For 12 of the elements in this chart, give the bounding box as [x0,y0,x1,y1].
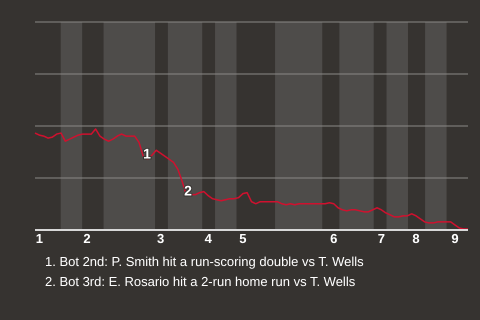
x-tick-label: 5 [239,231,246,246]
annotation: 1 [143,145,152,162]
x-tick-label: 1 [36,231,43,246]
x-tick-label: 2 [83,231,91,246]
x-tick-label: 9 [451,231,459,246]
x-tick-label: 6 [330,231,338,246]
x-tick-label: 8 [412,231,420,246]
x-tick-label: 7 [378,231,386,246]
text: 2. Bot 3rd: E. Rosario hit a 2-run home run vs T. Wells [45,273,356,291]
x-tick-label: 4 [204,231,213,246]
text: 1. Bot 2nd: P. Smith hit a run-scoring double vs T. Wells [45,253,364,271]
x-tick-label: 3 [156,231,164,246]
